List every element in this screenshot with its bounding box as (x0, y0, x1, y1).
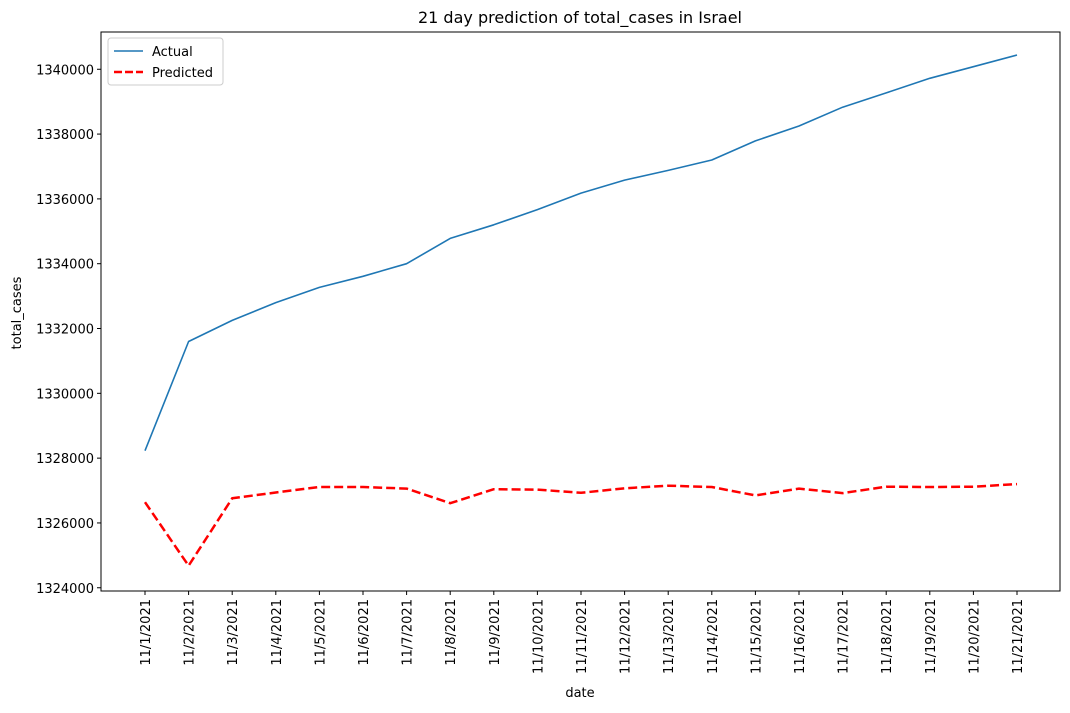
x-tick-label: 11/7/2021 (401, 599, 416, 666)
x-tick-label: 11/16/2021 (793, 599, 808, 674)
data-point-predicted (493, 489, 494, 490)
y-tick-label: 1334000 (36, 258, 94, 273)
chart-title: 21 day prediction of total_cases in Isra… (418, 8, 742, 28)
data-point-actual (755, 140, 756, 141)
y-tick-label: 1324000 (36, 582, 94, 597)
data-point-predicted (145, 502, 146, 503)
x-tick-label: 11/15/2021 (749, 599, 764, 674)
data-point-predicted (929, 486, 930, 487)
data-point-predicted (799, 488, 800, 489)
x-tick-label: 11/6/2021 (357, 599, 372, 666)
data-point-actual (886, 92, 887, 93)
y-axis-label: total_cases (10, 276, 25, 349)
data-point-predicted (537, 489, 538, 490)
data-point-actual (581, 193, 582, 194)
x-tick-label: 11/19/2021 (924, 599, 939, 674)
data-point-actual (929, 78, 930, 79)
x-tick-label: 11/12/2021 (619, 599, 634, 674)
data-point-predicted (188, 565, 189, 566)
data-point-predicted (755, 495, 756, 496)
data-point-actual (668, 170, 669, 171)
data-point-predicted (319, 486, 320, 487)
x-tick-label: 11/13/2021 (662, 599, 677, 674)
legend-label-actual: Actual (152, 45, 193, 60)
x-tick-label: 11/9/2021 (488, 599, 503, 666)
data-point-actual (799, 125, 800, 126)
data-point-actual (842, 107, 843, 108)
x-tick-label: 11/2/2021 (183, 599, 198, 666)
data-point-actual (406, 263, 407, 264)
data-point-actual (145, 450, 146, 451)
plot-area: 1324000 1326000 1328000 1330000 1332000 13340… (36, 31, 1061, 674)
series-line-actual (144, 54, 1018, 451)
data-point-predicted (581, 492, 582, 493)
data-point-predicted (668, 485, 669, 486)
data-point-predicted (363, 486, 364, 487)
data-point-actual (711, 160, 712, 161)
plot-frame (100, 31, 1061, 592)
x-tick-label: 11/18/2021 (880, 599, 895, 674)
y-tick-label: 1330000 (36, 387, 94, 402)
data-point-predicted (624, 488, 625, 489)
data-point-predicted (1017, 484, 1018, 485)
data-point-actual (493, 224, 494, 225)
x-tick-label: 11/21/2021 (1011, 599, 1026, 674)
series-line-predicted (143, 482, 1018, 567)
data-point-predicted (275, 492, 276, 493)
data-point-predicted (842, 493, 843, 494)
data-point-actual (188, 341, 189, 342)
x-tick-label: 11/8/2021 (444, 599, 459, 666)
y-tick-label: 1336000 (36, 193, 94, 208)
data-point-actual (537, 209, 538, 210)
x-tick-label: 11/17/2021 (837, 599, 852, 674)
x-tick-label: 11/20/2021 (967, 599, 982, 674)
y-tick-label: 1338000 (36, 128, 94, 143)
data-point-actual (275, 302, 276, 303)
data-point-actual (450, 238, 451, 239)
data-point-predicted (973, 486, 974, 487)
data-point-predicted (232, 498, 233, 499)
y-tick-label: 1340000 (36, 63, 94, 78)
x-axis-label: date (565, 686, 594, 701)
data-point-predicted (450, 503, 451, 504)
x-tick-label: 11/1/2021 (139, 599, 154, 666)
x-tick-label: 11/11/2021 (575, 599, 590, 674)
x-tick-label: 11/3/2021 (226, 599, 241, 666)
y-tick-label: 1326000 (36, 517, 94, 532)
data-point-predicted (886, 486, 887, 487)
data-point-actual (624, 180, 625, 181)
data-point-actual (319, 287, 320, 288)
data-point-predicted (406, 488, 407, 489)
x-tick-label: 11/5/2021 (313, 599, 328, 666)
data-point-actual (973, 66, 974, 67)
y-tick-label: 1332000 (36, 323, 94, 338)
data-point-predicted (711, 486, 712, 487)
data-point-actual (1017, 55, 1018, 56)
data-point-actual (363, 276, 364, 277)
y-tick-label: 1328000 (36, 452, 94, 467)
data-point-actual (232, 320, 233, 321)
x-tick-label: 11/14/2021 (706, 599, 721, 674)
x-tick-label: 11/10/2021 (531, 599, 546, 674)
legend-label-predicted: Predicted (152, 66, 213, 81)
x-tick-label: 11/4/2021 (270, 599, 285, 666)
